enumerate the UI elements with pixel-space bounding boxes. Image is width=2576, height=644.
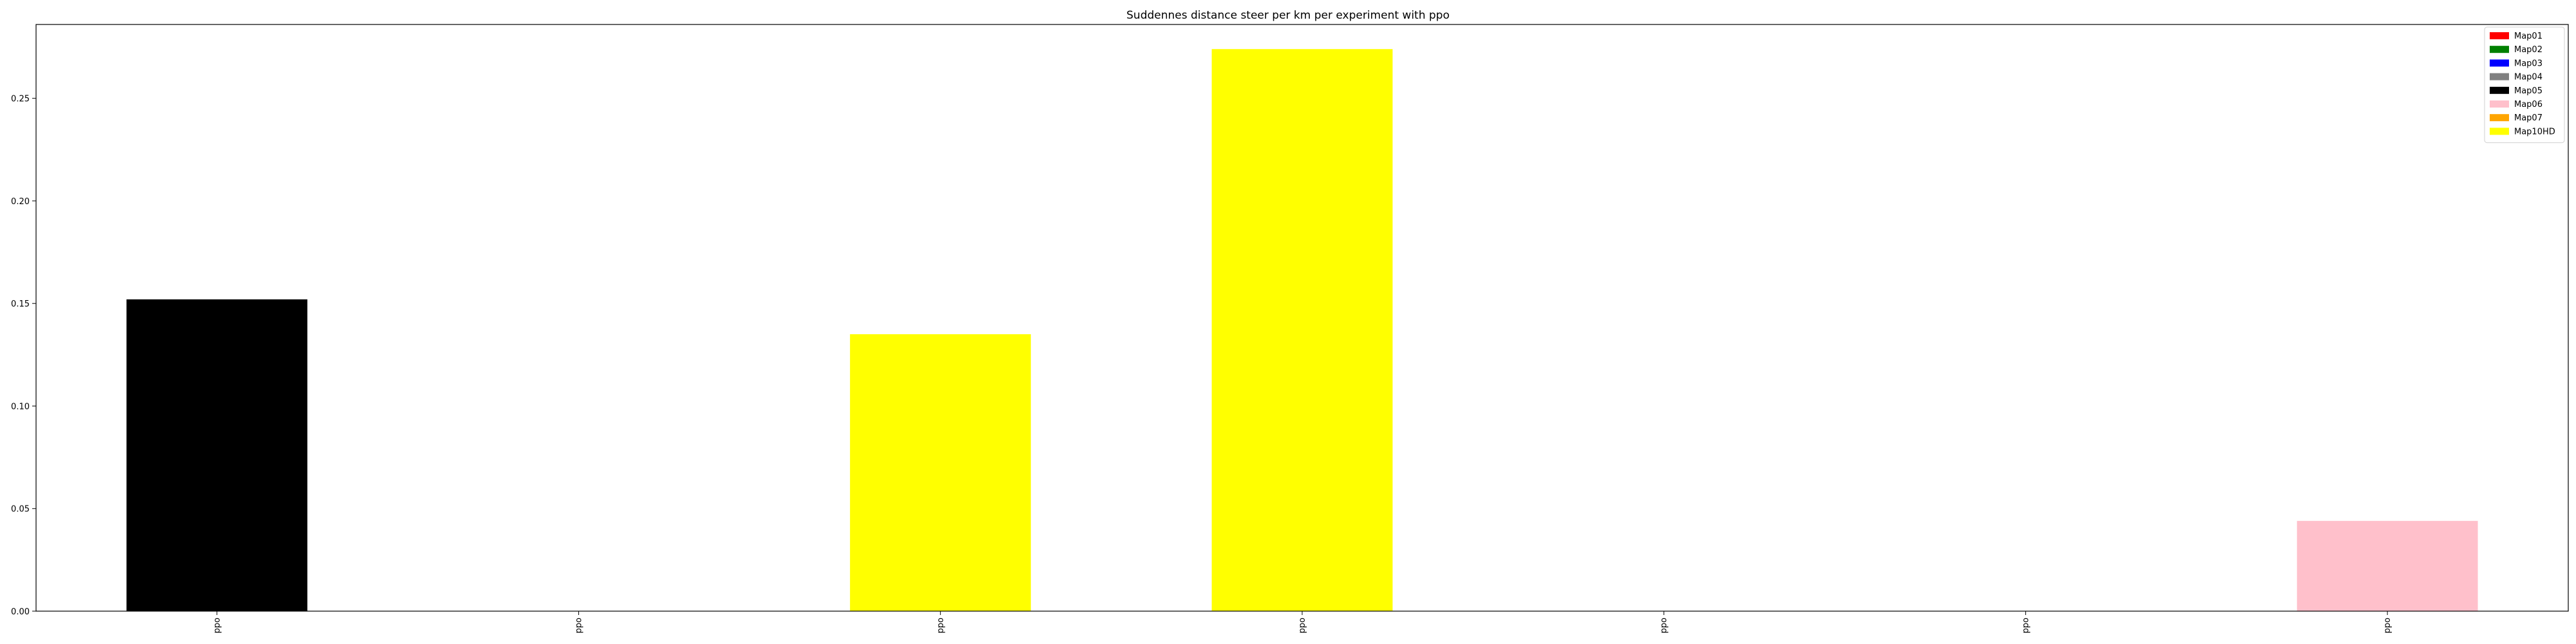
x-tick-label-2: ppo (936, 618, 945, 634)
legend-swatch-map02 (2490, 46, 2509, 53)
legend-label-map01: Map01 (2514, 32, 2543, 41)
x-tick-label-5: ppo (2021, 618, 2031, 634)
legend-label-map07: Map07 (2514, 113, 2543, 123)
y-tick-label-2: 0.10 (11, 402, 30, 412)
legend-label-map03: Map03 (2514, 59, 2543, 68)
legend-label-map10hd: Map10HD (2514, 127, 2555, 137)
x-tick-label-6: ppo (2383, 618, 2392, 634)
y-tick-label-5: 0.25 (11, 95, 30, 104)
bar-3 (849, 334, 1031, 611)
legend-label-map04: Map04 (2514, 73, 2543, 82)
legend-label-map02: Map02 (2514, 45, 2543, 55)
legend-swatch-map05 (2490, 86, 2509, 94)
y-tick-label-1: 0.05 (11, 505, 30, 515)
legend-swatch-map06 (2490, 100, 2509, 108)
legend-label-map06: Map06 (2514, 100, 2543, 109)
y-tick-label-0: 0.00 (11, 607, 30, 617)
y-tick-label-4: 0.20 (11, 197, 30, 207)
legend-swatch-map07 (2490, 114, 2509, 122)
y-tick-label-3: 0.15 (11, 299, 30, 309)
legend-swatch-map03 (2490, 59, 2509, 67)
legend-swatch-map10hd (2490, 128, 2509, 135)
x-tick-label-3: ppo (1298, 618, 1307, 634)
legend-label-map05: Map05 (2514, 86, 2543, 96)
bar-1 (126, 299, 308, 611)
bar-4 (1211, 49, 1393, 612)
legend-swatch-map01 (2490, 32, 2509, 39)
legend-swatch-map04 (2490, 73, 2509, 80)
chart-title: Suddennes distance steer per km per expe… (1126, 9, 1450, 22)
bar-7 (2297, 520, 2478, 611)
legend-box (2484, 26, 2565, 144)
x-tick-label-0: ppo (213, 618, 222, 634)
x-tick-label-1: ppo (574, 618, 584, 634)
x-tick-label-4: ppo (1660, 618, 1669, 634)
